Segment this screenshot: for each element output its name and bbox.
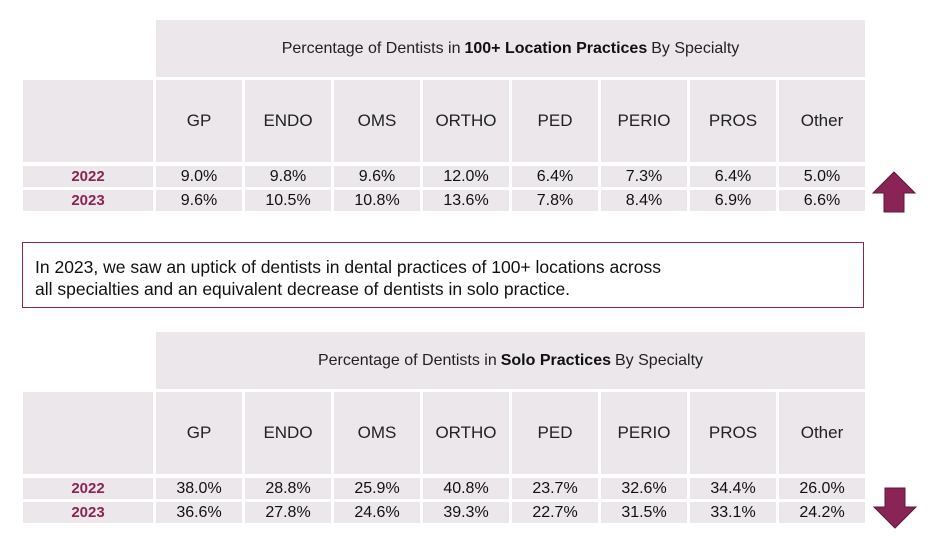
- data-cell: 9.0%: [156, 166, 242, 187]
- table-title-post: By Specialty: [615, 351, 704, 369]
- summary-callout: In 2023, we saw an uptick of dentists in…: [22, 242, 864, 308]
- data-cell: 9.8%: [245, 166, 331, 187]
- data-cell: 26.0%: [779, 478, 865, 499]
- table-title-pre: Percentage of Dentists in: [281, 39, 461, 57]
- table-title-post: By Specialty: [651, 39, 740, 57]
- row-year: 2023: [23, 190, 153, 211]
- table-title-bold: Solo Practices: [500, 351, 611, 369]
- data-cell: 6.6%: [779, 190, 865, 211]
- table-title: Percentage of Dentists in Solo Practices…: [156, 332, 865, 389]
- header-corner: [23, 80, 153, 162]
- data-cell: 25.9%: [334, 478, 420, 499]
- table-title-bold: 100+ Location Practices: [464, 39, 648, 57]
- data-cell: 36.6%: [156, 502, 242, 523]
- table-title-pre: Percentage of Dentists in: [317, 351, 497, 369]
- data-cell: 24.2%: [779, 502, 865, 523]
- data-cell: 9.6%: [334, 166, 420, 187]
- data-cell: 32.6%: [601, 478, 687, 499]
- arrow-up-icon: [871, 171, 917, 213]
- data-cell: 28.8%: [245, 478, 331, 499]
- column-header: PED: [512, 80, 598, 162]
- column-header-row: GP ENDO OMS ORTHO PED PERIO PROS Other: [23, 80, 865, 162]
- data-cell: 39.3%: [423, 502, 509, 523]
- table-row: 2022 38.0% 28.8% 25.9% 40.8% 23.7% 32.6%…: [23, 478, 865, 499]
- column-header: PERIO: [601, 392, 687, 474]
- data-cell: 5.0%: [779, 166, 865, 187]
- column-header: PERIO: [601, 80, 687, 162]
- callout-line: all specialties and an equivalent decrea…: [35, 279, 571, 299]
- data-cell: 12.0%: [423, 166, 509, 187]
- column-header: ENDO: [245, 392, 331, 474]
- data-cell: 13.6%: [423, 190, 509, 211]
- data-cell: 6.4%: [690, 166, 776, 187]
- data-cell: 7.3%: [601, 166, 687, 187]
- data-cell: 10.8%: [334, 190, 420, 211]
- data-cell: 22.7%: [512, 502, 598, 523]
- data-cell: 40.8%: [423, 478, 509, 499]
- column-header: PROS: [690, 80, 776, 162]
- row-year: 2023: [23, 502, 153, 523]
- column-header: PED: [512, 392, 598, 474]
- column-header-row: GP ENDO OMS ORTHO PED PERIO PROS Other: [23, 392, 865, 474]
- table-title: Percentage of Dentists in 100+ Location …: [156, 20, 865, 77]
- data-cell: 27.8%: [245, 502, 331, 523]
- data-cell: 34.4%: [690, 478, 776, 499]
- data-cell: 6.4%: [512, 166, 598, 187]
- data-cell: 31.5%: [601, 502, 687, 523]
- data-cell: 24.6%: [334, 502, 420, 523]
- column-header: GP: [156, 392, 242, 474]
- column-header: GP: [156, 80, 242, 162]
- data-cell: 38.0%: [156, 478, 242, 499]
- arrow-down-icon: [872, 487, 918, 529]
- column-header: OMS: [334, 80, 420, 162]
- data-cell: 7.8%: [512, 190, 598, 211]
- table-row: 2023 9.6% 10.5% 10.8% 13.6% 7.8% 8.4% 6.…: [23, 190, 865, 211]
- column-header: PROS: [690, 392, 776, 474]
- column-header: Other: [779, 392, 865, 474]
- data-cell: 23.7%: [512, 478, 598, 499]
- callout-line: In 2023, we saw an uptick of dentists in…: [35, 257, 661, 277]
- column-header: ORTHO: [423, 392, 509, 474]
- data-cell: 33.1%: [690, 502, 776, 523]
- table-row: 2023 36.6% 27.8% 24.6% 39.3% 22.7% 31.5%…: [23, 502, 865, 523]
- data-cell: 6.9%: [690, 190, 776, 211]
- data-cell: 8.4%: [601, 190, 687, 211]
- table-row: 2022 9.0% 9.8% 9.6% 12.0% 6.4% 7.3% 6.4%…: [23, 166, 865, 187]
- header-corner: [23, 392, 153, 474]
- location-practices-table: Percentage of Dentists in 100+ Location …: [23, 20, 865, 211]
- column-header: ENDO: [245, 80, 331, 162]
- column-header: Other: [779, 80, 865, 162]
- column-header: ORTHO: [423, 80, 509, 162]
- data-cell: 9.6%: [156, 190, 242, 211]
- data-cell: 10.5%: [245, 190, 331, 211]
- solo-practices-table: Percentage of Dentists in Solo Practices…: [23, 332, 865, 523]
- column-header: OMS: [334, 392, 420, 474]
- row-year: 2022: [23, 478, 153, 499]
- row-year: 2022: [23, 166, 153, 187]
